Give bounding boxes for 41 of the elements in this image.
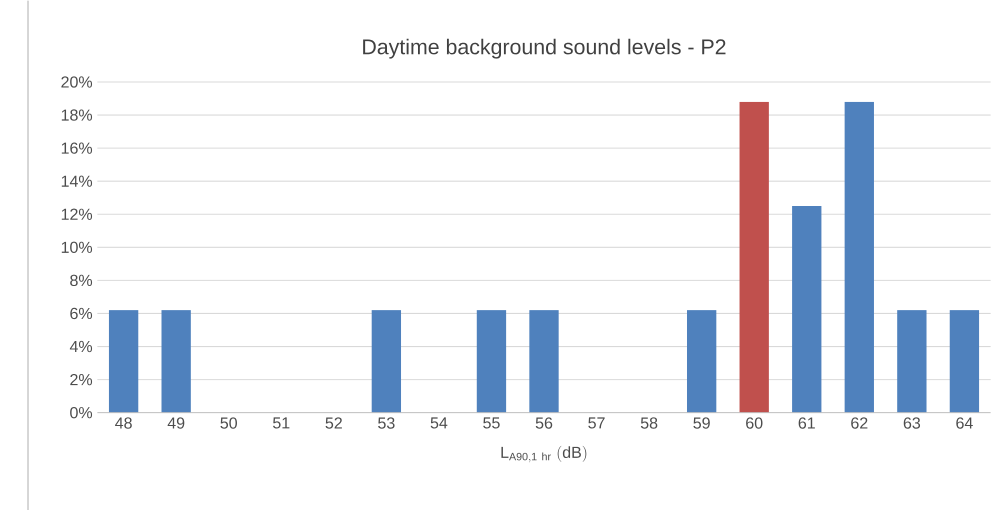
bar	[950, 310, 980, 413]
x-tick-label: 53	[378, 417, 395, 429]
x-tick-label: 62	[851, 417, 868, 429]
y-tick-label: 20%	[61, 76, 92, 88]
x-axis-title: $\mathrm{L}_{\mathrm{A90,1\ hr}}\ \mathrm{(dB)}$	[501, 446, 586, 462]
x-tick-label: 48	[115, 417, 132, 429]
y-tick-label: 16%	[62, 142, 92, 154]
x-tick-label: 52	[326, 417, 342, 429]
bar	[897, 310, 927, 413]
x-tick-label: 64	[956, 417, 973, 429]
bar	[529, 310, 559, 413]
y-tick-label: 8%	[70, 274, 92, 286]
bar	[108, 310, 138, 413]
x-tick-label: 57	[588, 417, 605, 428]
bar	[476, 310, 506, 413]
x-tick-label: 58	[640, 417, 658, 429]
x-tick-label: 61	[798, 417, 815, 429]
y-tick-label: 12%	[62, 208, 92, 220]
x-tick-label: 59	[693, 417, 710, 429]
x-tick-label: 49	[168, 417, 184, 429]
x-tick-label: 54	[430, 417, 448, 428]
bar	[372, 310, 402, 413]
y-tick-label: 18%	[62, 109, 92, 121]
x-tick-label: 50	[220, 417, 237, 429]
bar	[686, 310, 716, 413]
bar	[161, 310, 191, 413]
x-tick-label: 63	[904, 417, 920, 429]
x-tick-label: 55	[483, 417, 500, 428]
y-tick-label: 6%	[70, 308, 92, 319]
y-tick-label: 0%	[70, 406, 92, 418]
bar	[844, 102, 874, 413]
bar	[740, 102, 769, 413]
x-tick-label: 51	[273, 417, 290, 428]
x-tick-label: 56	[536, 417, 552, 429]
y-tick-label: 14%	[62, 175, 92, 187]
x-tick-label: 60	[746, 417, 762, 429]
y-tick-label: 10%	[62, 242, 92, 253]
y-tick-label: 4%	[70, 340, 92, 352]
bar	[792, 206, 822, 413]
chart-title: Daytime background sound levels - P2	[363, 38, 726, 58]
y-tick-label: 2%	[70, 374, 92, 386]
